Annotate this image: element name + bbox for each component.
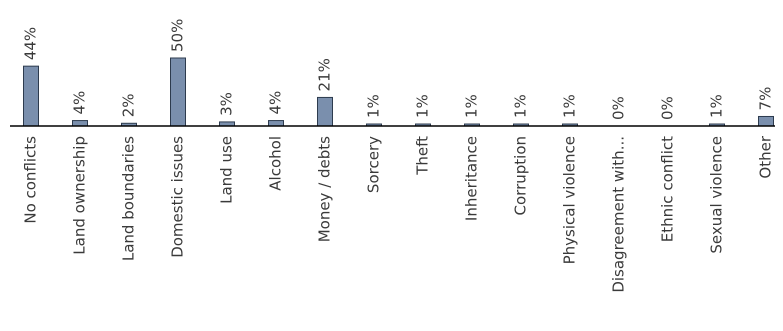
value-label: 1% (512, 94, 530, 118)
category-label: Inheritance (463, 136, 481, 221)
value-label: 4% (267, 91, 285, 115)
value-label: 1% (365, 94, 383, 118)
category-label: Physical violence (561, 136, 579, 264)
value-label: 0% (610, 96, 628, 120)
value-label: 1% (561, 94, 579, 118)
category-label: Money / debts (316, 136, 334, 242)
category-label: Disagreement with... (610, 136, 628, 293)
value-labels-group: 44% 4% 2% 50% 3% 4% 21% 1% 1% 1% 1% 1% 0% 0% 1% 7% (22, 19, 775, 120)
category-label: Corruption (512, 136, 530, 215)
category-label: Alcohol (267, 136, 285, 191)
bar (268, 120, 284, 127)
value-label: 1% (708, 94, 726, 118)
category-label: Sorcery (365, 136, 383, 193)
value-label: 44% (22, 27, 40, 60)
value-label: 1% (414, 94, 432, 118)
bar (758, 115, 774, 127)
category-label: No conflicts (22, 136, 40, 224)
category-label: Ethnic conflict (659, 136, 677, 242)
category-labels-group: No conflicts Land ownership Land boundarie… (22, 135, 775, 293)
value-label: 3% (218, 92, 236, 116)
value-label: 0% (659, 96, 677, 120)
category-label: Land ownership (71, 136, 89, 255)
value-label: 2% (120, 93, 138, 117)
value-label: 4% (71, 91, 89, 115)
value-label: 7% (757, 87, 775, 111)
bar (317, 96, 333, 127)
category-label: Sexual violence (708, 136, 726, 254)
value-label: 21% (316, 58, 334, 91)
value-label: 50% (169, 19, 187, 52)
bar (23, 65, 39, 127)
bar (72, 120, 88, 127)
value-label: 1% (463, 94, 481, 118)
category-label: Land use (218, 136, 236, 204)
category-label: Domestic issues (169, 136, 187, 258)
bar (170, 57, 186, 127)
category-label: Land boundaries (120, 136, 138, 261)
category-label: Other (757, 135, 775, 178)
category-label: Theft (414, 136, 432, 176)
